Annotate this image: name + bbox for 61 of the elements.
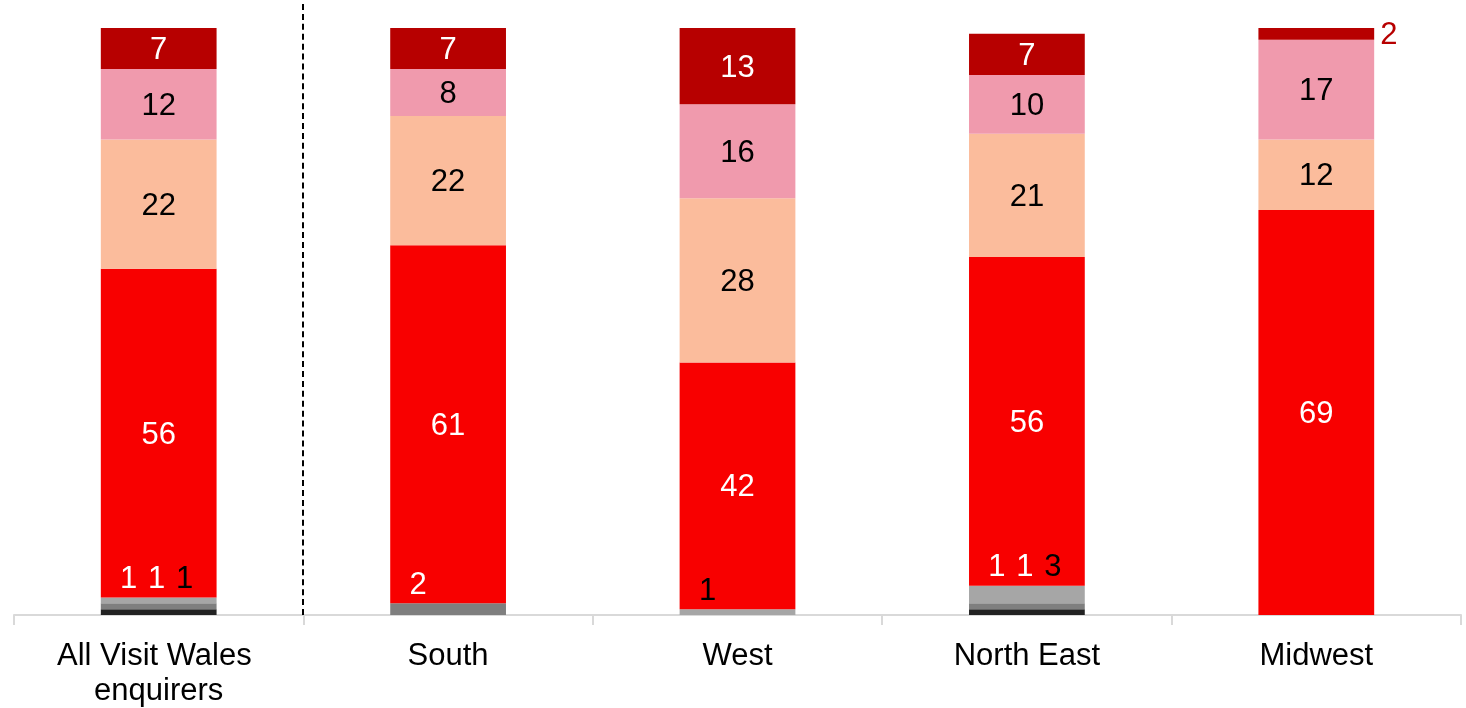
data-label: 12	[141, 86, 176, 122]
bar	[1258, 28, 1375, 40]
bar	[390, 245, 506, 604]
data-label: 3	[1044, 548, 1062, 584]
bar	[390, 69, 506, 117]
data-label: 56	[1009, 403, 1045, 439]
bar	[679, 362, 796, 610]
bar	[679, 28, 796, 105]
data-label: 7	[439, 31, 457, 67]
data-label: 13	[720, 48, 755, 84]
data-label: 2	[409, 565, 427, 601]
data-label: 1	[988, 548, 1006, 584]
bar	[100, 603, 217, 610]
data-label: 12	[1299, 157, 1334, 193]
data-label: 1	[120, 559, 138, 595]
data-label: 1	[148, 559, 166, 595]
bar	[1258, 39, 1375, 140]
bar	[969, 33, 1085, 75]
bar	[969, 133, 1085, 257]
bar	[100, 597, 217, 604]
bar	[100, 28, 217, 70]
data-label: 1	[698, 571, 717, 607]
data-label: 1	[176, 559, 194, 595]
x-tick-label: Midwest	[1259, 637, 1374, 672]
data-label: 2	[1380, 16, 1398, 52]
data-label: 16	[720, 133, 755, 169]
data-label: 8	[439, 75, 457, 111]
data-label: 21	[1009, 177, 1045, 213]
bar	[679, 609, 796, 615]
bar	[969, 609, 1085, 615]
bar	[100, 69, 217, 140]
data-label: 69	[1299, 394, 1334, 430]
data-label: 7	[150, 31, 168, 67]
x-tick-label: South	[407, 637, 489, 672]
bar	[679, 104, 796, 199]
data-label: 7	[1018, 36, 1036, 72]
bar	[390, 603, 506, 615]
x-tick-label: North East	[953, 637, 1101, 672]
data-label: 1	[1016, 548, 1034, 584]
x-tick-label: West	[702, 637, 773, 672]
data-label: 22	[141, 186, 176, 222]
bar	[969, 256, 1085, 586]
bar	[969, 585, 1085, 604]
data-label: 56	[141, 415, 176, 451]
data-label: 42	[720, 468, 755, 504]
bar	[390, 28, 506, 70]
data-label: 22	[430, 163, 466, 199]
bar	[1258, 139, 1375, 210]
bar	[390, 116, 506, 246]
data-label: 10	[1009, 86, 1045, 122]
bar	[1258, 209, 1375, 615]
bar	[969, 603, 1085, 610]
data-label: 28	[720, 262, 755, 298]
bar	[969, 74, 1085, 134]
data-label: 61	[430, 406, 466, 442]
data-label: 17	[1299, 72, 1334, 108]
bar	[100, 139, 217, 269]
bar	[100, 609, 217, 615]
bar	[679, 198, 796, 363]
bar	[100, 268, 217, 598]
x-tick-label: All Visit Wales enquirers	[57, 637, 261, 707]
